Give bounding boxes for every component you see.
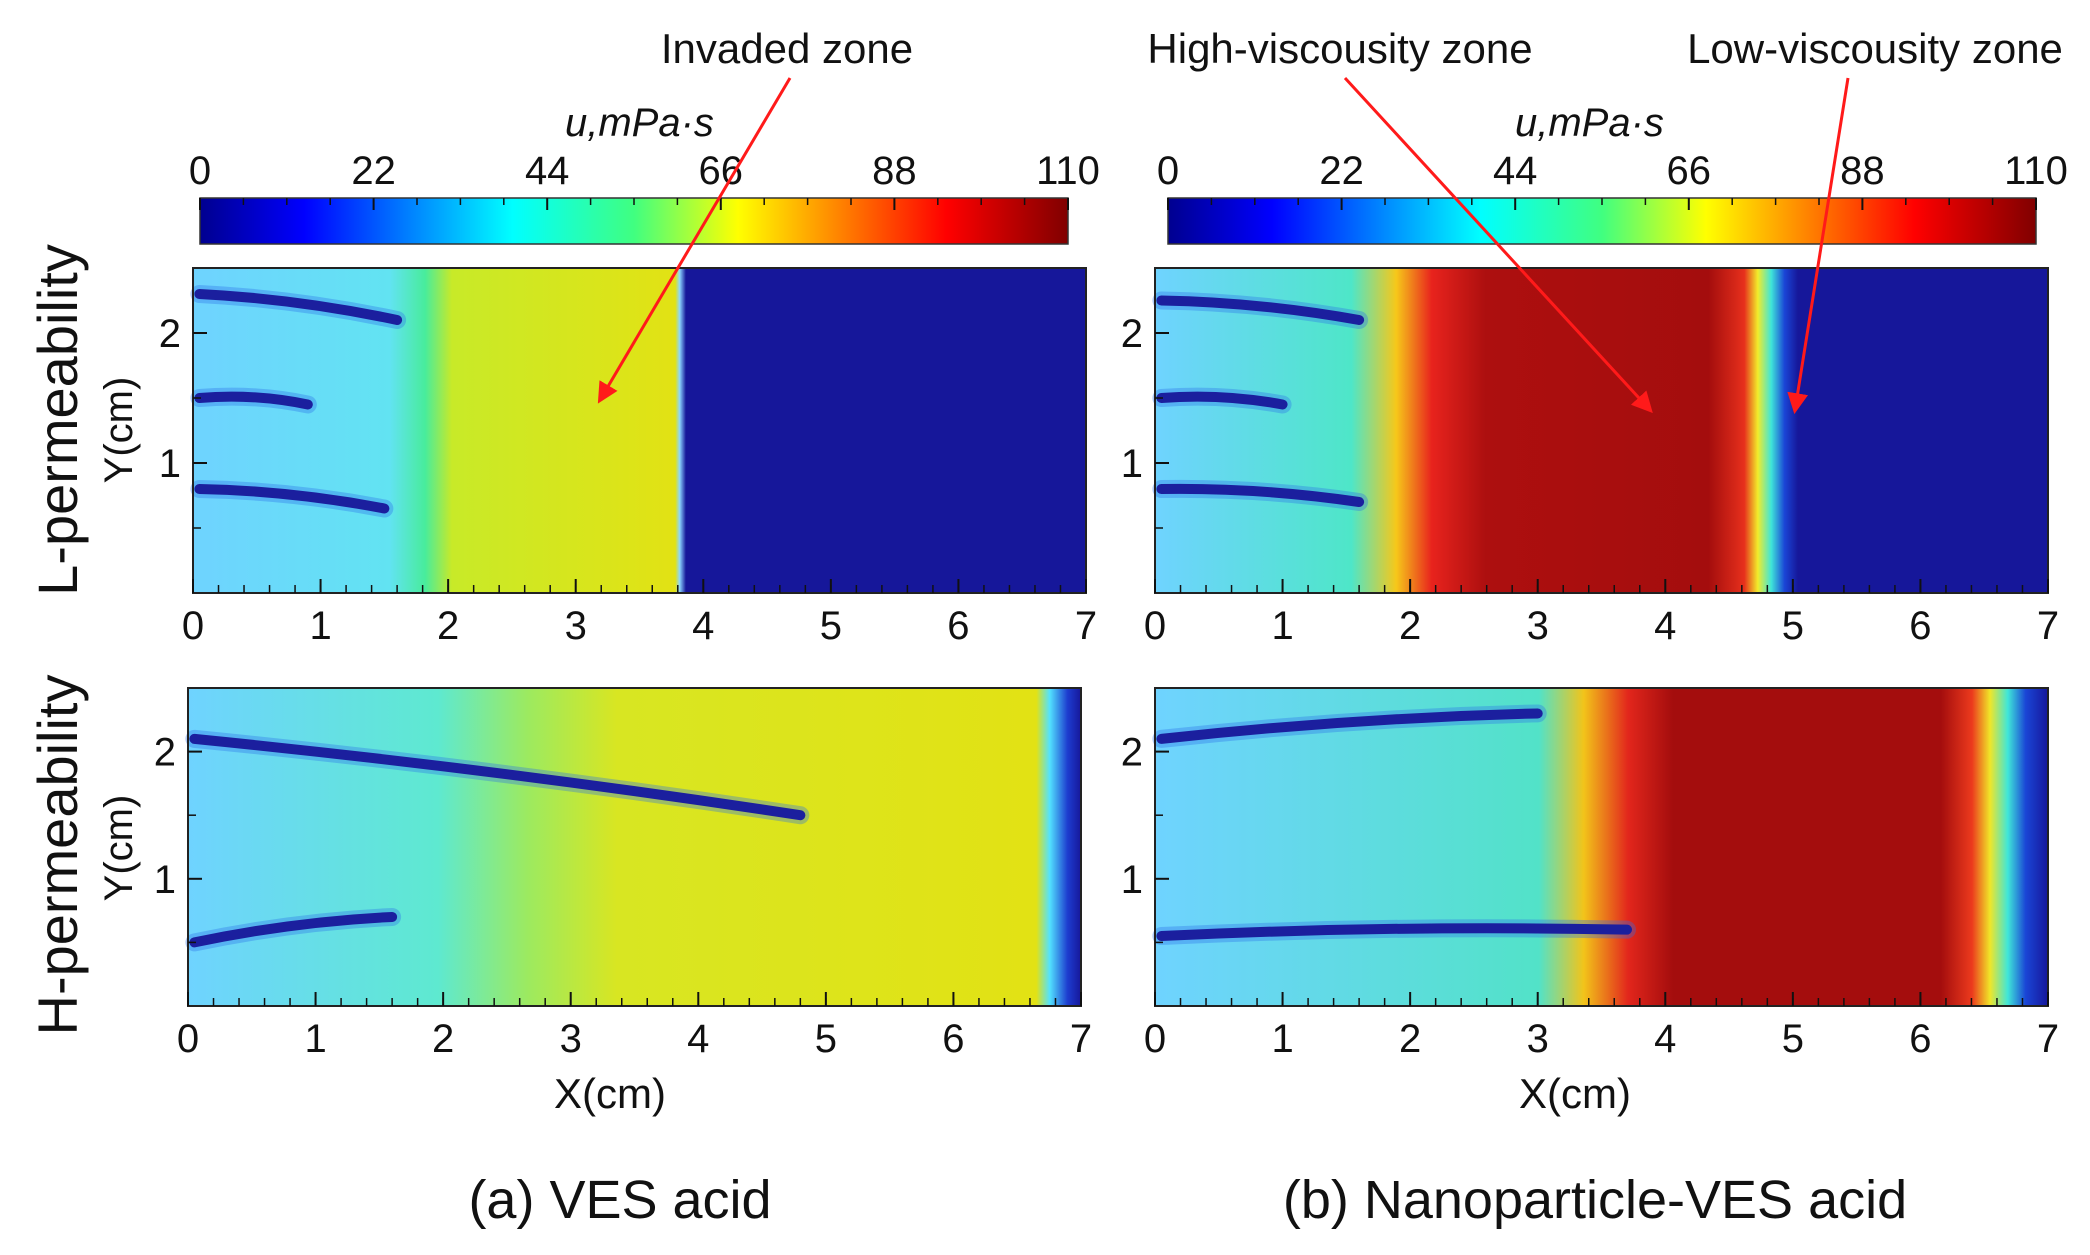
plot-frame [1154,267,2049,594]
y-tick-label: 1 [159,442,181,486]
colorbar-left-gradient [199,197,1069,245]
annotation-invaded-zone: Invaded zone [661,25,913,72]
wormhole [194,391,313,410]
panel-l-np-field [1155,268,2048,593]
row-label-l-permeability: L-permeability [26,244,89,596]
wormhole [1156,708,1543,744]
colorbar-left: 0 22 44 66 88 110 [189,149,1100,245]
plot-frame [1154,687,2049,1007]
x-tick-label: 5 [1782,604,1804,648]
colorbar-right-tick-label: 88 [1840,149,1885,193]
x-tick-label: 3 [1527,1017,1549,1061]
colorbar-right-tick-label: 66 [1667,149,1712,193]
x-tick-label: 3 [565,604,587,648]
x-tick-label: 7 [2037,604,2059,648]
x-tick-label: 2 [1399,1017,1421,1061]
colorbar-left-tick-label: 88 [872,149,917,193]
panel-h-ves-field [188,688,1081,1006]
wormhole [1156,391,1288,410]
colorbar-right-label: u,mPa·s [1515,101,1664,145]
x-tick-label: 6 [942,1017,964,1061]
ylabel-l: Y(cm) [97,377,141,484]
x-tick-label: 2 [432,1017,454,1061]
x-tick-label: 5 [820,604,842,648]
y-tick-label: 1 [1121,442,1143,486]
wormhole [1156,923,1633,942]
arrow-invaded-zone [597,77,792,404]
xlabel-h-np: X(cm) [1519,1070,1631,1117]
x-tick-label: 7 [1075,604,1097,648]
x-tick-label: 6 [947,604,969,648]
x-tick-label: 0 [182,604,204,648]
x-tick-label: 3 [560,1017,582,1061]
wormhole [1156,483,1365,507]
panel-l-ves [193,268,1086,593]
x-tick-label: 2 [1399,604,1421,648]
panel-h-np [1155,688,2048,1006]
colorbar-left-tick-label: 110 [1036,149,1100,193]
xlabel-h-ves: X(cm) [554,1070,666,1117]
x-tick-label: 4 [1654,1017,1676,1061]
wormhole [189,733,806,821]
y-tick-label: 2 [154,731,176,775]
wormhole [194,289,403,325]
arrow-high-viscousity-zone [1343,76,1653,414]
x-tick-label: 1 [1271,1017,1293,1061]
x-tick-label: 6 [1909,1017,1931,1061]
x-tick-label: 0 [177,1017,199,1061]
colorbar-left-tick-label: 0 [189,149,211,193]
annotation-low-viscousity-zone: Low-viscousity zone [1687,25,2063,72]
arrow-low-viscousity-zone [1787,77,1850,415]
caption-a: (a) VES acid [468,1170,771,1230]
x-tick-label: 7 [2037,1017,2059,1061]
colorbar-right-gradient [1167,197,2037,245]
colorbar-right-tick-label: 110 [2004,149,2068,193]
colorbar-left-tick-label: 44 [525,149,570,193]
y-tick-label: 2 [1121,731,1143,775]
wormhole [194,484,390,514]
panel-h-np-field [1155,688,2048,1006]
annotation-high-viscousity-zone: High-viscousity zone [1147,25,1532,72]
caption-b: (b) Nanoparticle-VES acid [1283,1170,1907,1230]
colorbar-right-tick-label: 22 [1319,149,1364,193]
x-tick-label: 7 [1070,1017,1092,1061]
ylabel-h: Y(cm) [97,795,141,902]
colorbar-right: 0 22 44 66 88 110 [1157,149,2068,245]
panel-l-ves-field [193,268,1086,593]
x-tick-label: 0 [1144,1017,1166,1061]
x-tick-label: 1 [1271,604,1293,648]
panel-l-np [1155,268,2048,593]
wormhole [1156,295,1365,325]
x-tick-label: 5 [815,1017,837,1061]
plot-frame [187,687,1082,1007]
x-tick-label: 5 [1782,1017,1804,1061]
y-tick-label: 2 [1121,312,1143,356]
x-tick-label: 1 [309,604,331,648]
colorbar-left-label: u,mPa·s [565,101,714,145]
x-tick-label: 6 [1909,604,1931,648]
x-tick-label: 4 [1654,604,1676,648]
panel-h-ves [188,688,1081,1006]
y-tick-label: 2 [159,312,181,356]
row-label-h-permeability: H-permeability [26,675,89,1036]
x-tick-label: 3 [1527,604,1549,648]
x-tick-label: 4 [687,1017,709,1061]
colorbar-left-tick-label: 22 [351,149,396,193]
wormhole [189,911,398,948]
x-tick-label: 0 [1144,604,1166,648]
x-tick-label: 4 [692,604,714,648]
y-tick-label: 1 [1121,858,1143,902]
colorbar-right-tick-label: 44 [1493,149,1538,193]
x-tick-label: 1 [304,1017,326,1061]
colorbar-right-tick-label: 0 [1157,149,1179,193]
x-tick-label: 2 [437,604,459,648]
plot-frame [192,267,1087,594]
y-tick-label: 1 [154,858,176,902]
